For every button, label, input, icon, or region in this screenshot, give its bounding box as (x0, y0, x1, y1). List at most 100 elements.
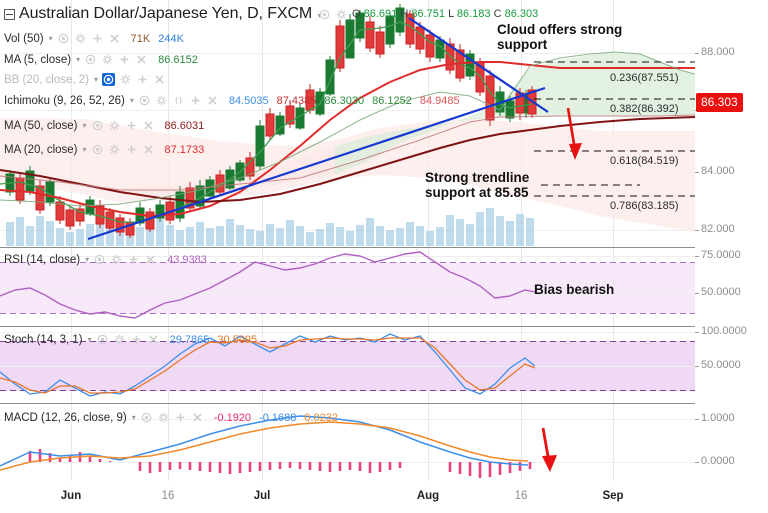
close-icon[interactable] (142, 119, 155, 132)
plus-icon[interactable] (125, 143, 138, 156)
indicator-name: Vol (50) (4, 32, 44, 45)
plus-icon[interactable] (127, 253, 140, 266)
plus-icon[interactable] (189, 94, 202, 107)
eye-icon[interactable] (96, 333, 109, 346)
indicator-value: 87.4385 (276, 94, 317, 107)
eye-icon[interactable] (91, 143, 104, 156)
close-icon[interactable] (191, 411, 204, 424)
ma20-line (0, 61, 695, 218)
eye-icon[interactable] (93, 253, 106, 266)
gear-icon[interactable] (157, 411, 170, 424)
gear-icon[interactable] (108, 143, 121, 156)
chevron-down-icon[interactable]: ▾ (82, 144, 87, 154)
rsi-line (0, 251, 536, 319)
subchart-legend-1[interactable]: RSI (14, close) ▾ 43.9383 (4, 253, 207, 266)
close-icon[interactable] (144, 253, 157, 266)
macd-series (0, 415, 695, 478)
indicator-value: 30.5095 (217, 333, 258, 346)
close-icon[interactable] (142, 143, 155, 156)
indicator-legend-4[interactable]: Ichimoku (9, 26, 52, 26) ▾ 84.5035 87.4385 8… (4, 94, 460, 107)
annotation-bias-bearish: Bias bearish (534, 282, 615, 297)
axis-tick-mark (695, 462, 699, 463)
ichimoku-span-a (0, 51, 695, 207)
macd-histogram-left (28, 449, 112, 462)
eye-icon[interactable] (138, 94, 151, 107)
title-toolbar[interactable] (318, 8, 348, 21)
indicator-name: MACD (12, 26, close, 9) (4, 411, 127, 424)
indicator-name: Ichimoku (9, 26, 52, 26) (4, 94, 125, 107)
indicator-legend-6[interactable]: MA (20, close) ▾ 87.1733 (4, 143, 204, 156)
annotation-trendline-support: Strong trendline support at 85.85 (425, 170, 530, 200)
eye-icon[interactable] (57, 32, 70, 45)
gear-icon[interactable] (74, 32, 87, 45)
ohlc-low-label: L (448, 8, 454, 20)
eye-icon[interactable] (91, 119, 104, 132)
gear-icon[interactable] (335, 8, 348, 21)
close-icon[interactable] (153, 73, 166, 86)
indicator-name: BB (20, close, 2) (4, 73, 90, 86)
gear-icon[interactable] (155, 94, 168, 107)
chevron-down-icon[interactable]: ▾ (76, 54, 81, 64)
time-axis[interactable]: Jun 16 Jul Aug 16 Sep (0, 481, 768, 513)
eye-icon[interactable] (318, 8, 331, 21)
plus-icon[interactable] (91, 32, 104, 45)
plus-icon[interactable] (174, 411, 187, 424)
indicator-value: 86.6031 (164, 119, 205, 132)
title-caret-icon[interactable]: ▾ (317, 11, 322, 20)
chevron-down-icon[interactable]: ▾ (85, 254, 90, 264)
time-axis-label: 16 (514, 490, 528, 502)
descending-trendline (408, 17, 549, 113)
indicator-name: Stoch (14, 3, 1) (4, 333, 83, 346)
ohlc-low-value: 86.183 (456, 8, 491, 20)
indicator-name: MA (5, close) (4, 53, 72, 66)
indicator-legend-1[interactable]: Vol (50) ▾ 71K 244K (4, 32, 184, 45)
eye-icon[interactable] (102, 73, 116, 86)
chevron-down-icon[interactable]: ▾ (87, 334, 92, 344)
ichimoku-span-b (0, 114, 695, 191)
chevron-down-icon[interactable]: ▾ (131, 412, 136, 422)
chevron-down-icon[interactable]: ▾ (94, 74, 99, 84)
ohlc-close-value: 86.303 (504, 8, 539, 20)
indicator-legend-3[interactable]: BB (20, close, 2) ▾ (4, 73, 166, 86)
close-icon[interactable] (147, 333, 160, 346)
fib-label-87.551: 0.236(87.551) (610, 72, 679, 84)
subchart-legend-3[interactable]: MACD (12, 26, close, 9) ▾ -0.1920 -0.1688 0.… (4, 411, 338, 424)
time-axis-label: Aug (416, 490, 440, 502)
fib-levels (534, 61, 695, 197)
axis-tick-mark (695, 293, 699, 294)
subchart-legend-2[interactable]: Stoch (14, 3, 1) ▾ 29.7865 30.5095 (4, 333, 257, 346)
rsi-axis-tick: 75.0000 (701, 249, 741, 261)
fib-label-83.185: 0.786(83.185) (610, 200, 679, 212)
close-icon[interactable] (108, 32, 121, 45)
stoch-series (0, 332, 695, 397)
axis-tick-mark (695, 172, 699, 173)
ma50-line (0, 116, 695, 204)
gear-icon[interactable] (108, 119, 121, 132)
volume-bars (6, 208, 534, 246)
indicator-value: 86.6152 (158, 53, 198, 66)
chevron-down-icon[interactable]: ▾ (82, 120, 87, 130)
close-icon[interactable] (206, 94, 219, 107)
parentheses-icon[interactable] (172, 94, 185, 107)
indicator-legend-2[interactable]: MA (5, close) ▾ 86.6152 (4, 53, 198, 66)
gear-icon[interactable] (119, 73, 132, 86)
minus-square-icon[interactable] (4, 9, 15, 20)
chevron-down-icon[interactable]: ▾ (129, 95, 134, 105)
close-icon[interactable] (135, 53, 148, 66)
gear-icon[interactable] (110, 253, 123, 266)
plus-icon[interactable] (118, 53, 131, 66)
gear-icon[interactable] (113, 333, 126, 346)
eye-icon[interactable] (140, 411, 153, 424)
plus-icon[interactable] (125, 119, 138, 132)
gear-icon[interactable] (101, 53, 114, 66)
fib-label-84.519: 0.618(84.519) (610, 155, 679, 167)
ohlc-open-label: O (352, 8, 361, 20)
eye-icon[interactable] (84, 53, 97, 66)
plus-icon[interactable] (136, 73, 149, 86)
indicator-legend-5[interactable]: MA (50, close) ▾ 86.6031 (4, 119, 204, 132)
chevron-down-icon[interactable]: ▾ (48, 33, 53, 43)
plus-icon[interactable] (130, 333, 143, 346)
